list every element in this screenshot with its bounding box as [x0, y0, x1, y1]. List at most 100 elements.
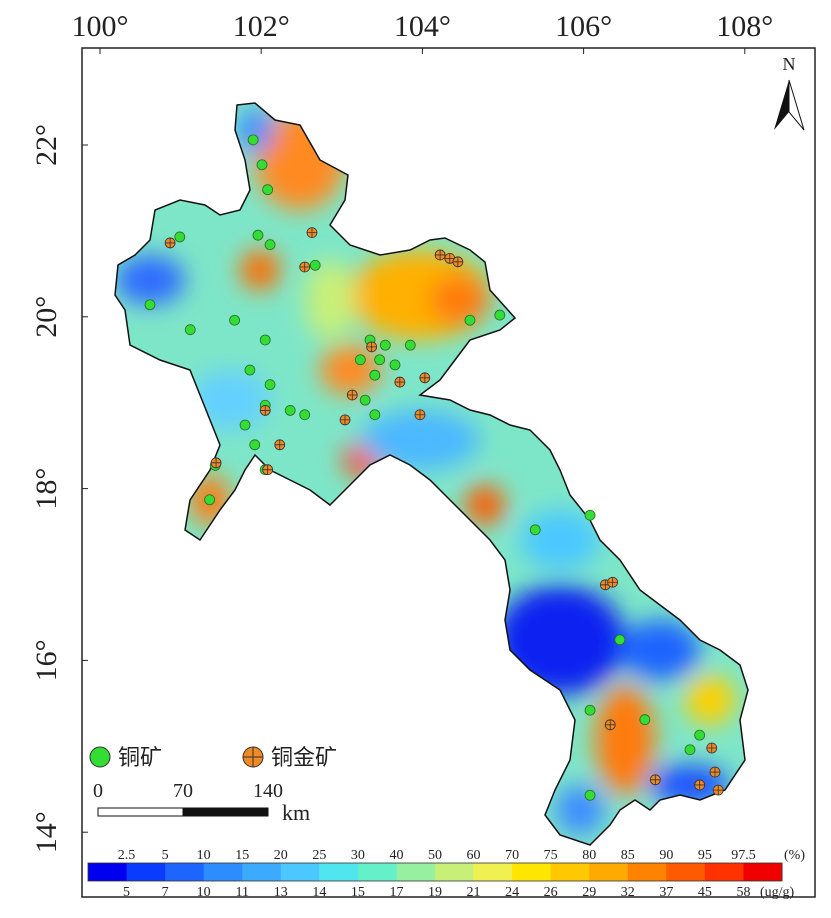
concentration-label: 5	[123, 885, 130, 900]
copper-gold-cross	[366, 341, 377, 352]
copper-mine	[369, 369, 381, 381]
copper-gold-cross	[713, 785, 724, 796]
legend-copper-symbol	[89, 746, 111, 768]
concentration-label: 19	[428, 885, 442, 900]
copper-gold-cross	[709, 767, 720, 778]
percent-label: 10	[197, 848, 211, 863]
scale-label: 0	[93, 780, 103, 802]
percent-label: 97.5	[731, 848, 756, 863]
copper-gold-mine	[366, 341, 378, 353]
copper-gold-cross	[299, 261, 310, 272]
copper-gold-cross	[260, 405, 271, 416]
colorbar-cell	[88, 863, 128, 881]
x-tick-label: 100°	[72, 10, 129, 43]
copper-mine	[264, 239, 276, 251]
copper-mine	[639, 714, 651, 726]
concentration-label: 21	[467, 885, 481, 900]
x-tick-label: 102°	[233, 10, 290, 43]
percent-label: 80	[582, 848, 596, 863]
percent-label: 85	[621, 848, 635, 863]
concentration-label: 37	[659, 885, 673, 900]
copper-gold-mine	[262, 464, 274, 476]
concentration-label: 17	[389, 885, 403, 900]
colorbar-cell	[550, 863, 590, 881]
copper-mine	[359, 394, 371, 406]
copper-gold-mine	[274, 439, 286, 451]
copper-gold-cross	[165, 237, 176, 248]
colorbar-cell	[126, 863, 166, 881]
legend-cross	[243, 747, 263, 767]
scale-label: 140	[253, 780, 283, 802]
colorbar-cell	[435, 863, 475, 881]
copper-gold-mine	[339, 414, 351, 426]
concentration-label: 7	[162, 885, 169, 900]
colorbar-cell	[473, 863, 513, 881]
copper-gold-mine	[210, 457, 222, 469]
copper-gold-mine	[712, 784, 724, 796]
percent-label: 40	[389, 848, 403, 863]
copper-mine	[584, 704, 596, 716]
copper-gold-cross	[607, 577, 618, 588]
percent-unit: (%)	[784, 848, 805, 863]
concentration-label: 45	[698, 885, 712, 900]
scale-segment	[97, 807, 184, 817]
copper-gold-mine	[452, 256, 464, 268]
copper-gold-cross	[306, 227, 317, 238]
copper-gold-cross	[274, 439, 285, 450]
colorbar-cell	[319, 863, 359, 881]
copper-mine	[584, 789, 596, 801]
copper-mine	[262, 184, 274, 196]
copper-mine	[309, 259, 321, 271]
y-tick-label: 18°	[30, 468, 63, 510]
colorbar-cell	[396, 863, 436, 881]
copper-gold-cross	[262, 464, 273, 475]
percent-label: 30	[351, 848, 365, 863]
copper-mine	[239, 419, 251, 431]
concentration-label: 15	[351, 885, 365, 900]
copper-mine	[369, 409, 381, 421]
colorbar-cell	[203, 863, 243, 881]
copper-mine	[379, 339, 391, 351]
copper-gold-cross	[650, 774, 661, 785]
copper-mine	[354, 354, 366, 366]
country-outline	[114, 102, 749, 846]
copper-mine	[229, 314, 241, 326]
copper-mine	[249, 439, 261, 451]
copper-gold-mine	[419, 372, 431, 384]
copper-gold-cross	[694, 779, 705, 790]
copper-mine	[389, 359, 401, 371]
copper-gold-cross	[419, 372, 430, 383]
copper-mine	[404, 339, 416, 351]
concentration-label: 10	[197, 885, 211, 900]
y-tick-label: 14°	[30, 811, 63, 853]
copper-gold-mine	[259, 405, 271, 416]
copper-gold-cross	[394, 377, 405, 388]
colorbar-cell	[512, 863, 552, 881]
copper-mine	[184, 324, 196, 336]
percent-label: 60	[467, 848, 481, 863]
copper-gold-mine	[414, 409, 426, 421]
colorbar-cell	[280, 863, 320, 881]
percent-label: 2.5	[118, 848, 136, 863]
copper-gold-cross	[211, 457, 222, 468]
colorbar-cell	[627, 863, 667, 881]
copper-mine	[529, 524, 541, 536]
copper-mine	[256, 159, 268, 171]
colorbar-cell	[743, 863, 783, 881]
colorbar-cell	[242, 863, 282, 881]
percent-label: 25	[312, 848, 326, 863]
copper-gold-cross	[414, 409, 425, 420]
y-tick-label: 22°	[30, 124, 63, 166]
concentration-label: 14	[312, 885, 326, 900]
copper-gold-mine	[299, 261, 311, 273]
north-label: N	[783, 54, 796, 74]
colorbar-cell	[704, 863, 744, 881]
copper-gold-cross	[706, 743, 717, 754]
percent-label: 95	[698, 848, 712, 863]
copper-mine	[284, 405, 296, 416]
copper-gold-mine	[706, 742, 718, 754]
percent-label: 20	[274, 848, 288, 863]
legend-copper-gold-label: 铜金矿	[271, 745, 337, 770]
x-tick-label: 108°	[716, 10, 773, 43]
